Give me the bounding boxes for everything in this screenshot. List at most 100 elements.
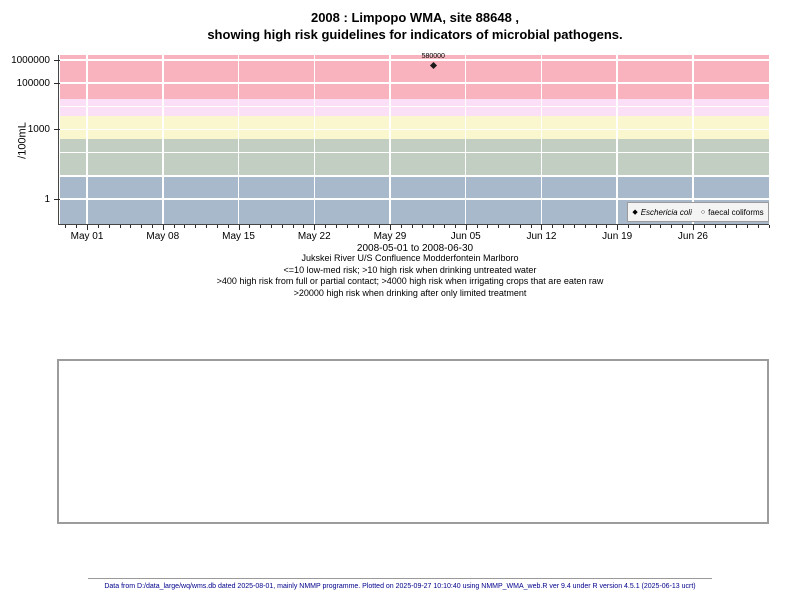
footer-divider (88, 578, 712, 579)
x-tick-minor (184, 225, 186, 228)
x-tick-major (389, 225, 391, 230)
x-tick-minor (292, 225, 294, 228)
x-tick-minor (747, 225, 749, 228)
risk-band (60, 55, 769, 100)
x-tick-minor (119, 225, 121, 228)
y-tick (54, 198, 60, 200)
x-gridline (313, 55, 315, 225)
x-tick-minor (714, 225, 716, 228)
risk-band (60, 138, 769, 176)
x-tick-minor (325, 225, 327, 228)
x-tick-minor (757, 225, 759, 228)
y-tick-label: 1000000 (11, 54, 50, 66)
x-tick-minor (530, 225, 532, 228)
x-tick-major (87, 225, 89, 230)
y-gridline (60, 105, 769, 108)
data-point-label: 580000 (421, 53, 445, 61)
x-gridline (540, 55, 543, 225)
x-tick-minor (195, 225, 197, 228)
x-tick-minor (335, 225, 337, 228)
x-tick-minor (725, 225, 727, 228)
x-tick-minor (552, 225, 554, 228)
legend-item-ecoli: ◆ Eschericia coli (632, 208, 692, 217)
x-tick-minor (671, 225, 673, 228)
x-tick-minor (379, 225, 381, 228)
x-tick-minor (498, 225, 500, 228)
legend: ◆ Eschericia coli ○ faecal coliforms (627, 202, 769, 222)
x-tick-minor (346, 225, 348, 228)
guideline-note: <=10 low-med risk; >10 high risk when dr… (283, 264, 537, 275)
y-tick (54, 59, 60, 61)
x-tick-label: Jun 26 (677, 231, 708, 242)
guideline-note: >400 high risk from full or partial cont… (216, 276, 604, 287)
x-tick-major (314, 225, 316, 230)
x-tick-minor (519, 225, 521, 228)
x-gridline (389, 55, 391, 225)
x-gridline (162, 55, 164, 225)
x-tick-minor (606, 225, 608, 228)
legend-item-label: Eschericia coli (640, 207, 692, 217)
x-tick-label: May 01 (70, 231, 104, 242)
x-tick-label: Jun 19 (602, 231, 633, 242)
guideline-notes: Jukskei River U/S Confluence Modderfonte… (40, 253, 780, 299)
date-range-subtitle: 2008-05-01 to 2008-06-30 (356, 243, 474, 254)
y-tick (54, 82, 60, 84)
y-axis-label: /100mL (16, 122, 29, 159)
y-gridline (60, 128, 769, 131)
x-tick-minor (454, 225, 456, 228)
x-tick-minor (151, 225, 153, 228)
x-tick-label: May 15 (222, 231, 255, 242)
risk-band (60, 115, 769, 139)
x-tick-minor (422, 225, 424, 228)
open-circle-icon: ○ (700, 208, 706, 216)
x-tick-minor (216, 225, 218, 228)
x-tick-minor (638, 225, 640, 228)
x-tick-minor (444, 225, 446, 228)
x-tick-minor (249, 225, 251, 228)
x-tick-minor (703, 225, 705, 228)
x-tick-minor (76, 225, 78, 228)
x-tick-minor (411, 225, 413, 228)
y-tick-label: 1 (44, 193, 50, 205)
x-gridline (692, 55, 694, 225)
station-name: Jukskei River U/S Confluence Modderfonte… (301, 253, 519, 263)
x-tick-minor (768, 225, 770, 228)
x-tick-minor (357, 225, 359, 228)
y-tick-label: 1000 (27, 124, 50, 135)
x-tick-minor (584, 225, 586, 228)
risk-band (60, 99, 769, 116)
x-tick-major (541, 225, 543, 230)
x-tick-minor (433, 225, 435, 228)
x-tick-minor (628, 225, 630, 228)
x-tick-minor (660, 225, 662, 228)
x-tick-minor (368, 225, 370, 228)
y-tick-label: 100000 (16, 77, 50, 89)
chart-area: /100mL ◆ Eschericia coli ○ faecal colifo… (11, 53, 770, 242)
x-tick-label: May 08 (146, 231, 180, 242)
x-tick-minor (108, 225, 110, 228)
x-tick-label: Jun 12 (526, 231, 557, 242)
x-tick-major (692, 225, 694, 230)
x-tick-minor (173, 225, 175, 228)
page-title-line1: 2008 : Limpopo WMA, site 88648 , (310, 10, 520, 25)
y-gridline (60, 82, 769, 84)
x-tick-major (162, 225, 164, 230)
x-gridline (616, 55, 618, 225)
y-gridline (60, 198, 769, 200)
x-tick-minor (736, 225, 738, 228)
x-tick-minor (400, 225, 402, 228)
x-tick-minor (303, 225, 305, 228)
page-title: 2008 : Limpopo WMA, site 88648 , showing… (60, 9, 770, 43)
page-title-line2: showing high risk guidelines for indicat… (207, 27, 623, 42)
legend-item-faecal: ○ faecal coliforms (701, 208, 764, 217)
filled-diamond-icon: ◆ (632, 208, 638, 216)
x-tick-major (465, 225, 467, 230)
empty-notes-box (57, 359, 769, 524)
x-tick-minor (509, 225, 510, 228)
x-tick-label: Jun 05 (450, 231, 481, 242)
x-gridline (464, 55, 467, 225)
y-gridline (60, 59, 769, 61)
x-tick-minor (260, 225, 262, 228)
x-tick-minor (206, 225, 208, 228)
